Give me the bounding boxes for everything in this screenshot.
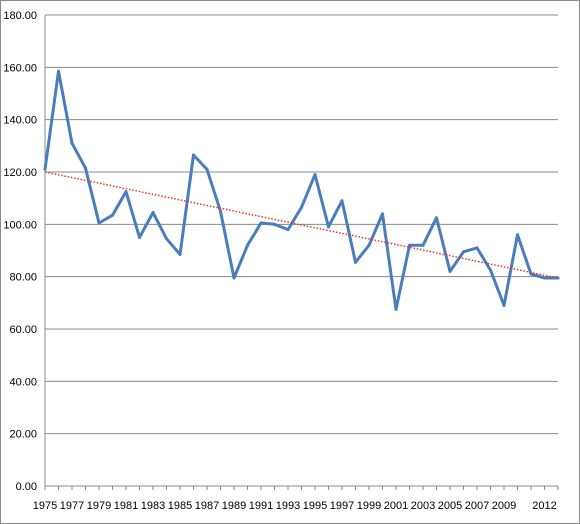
data-point bbox=[529, 272, 533, 276]
data-point bbox=[178, 252, 182, 256]
x-tick-label: 1997 bbox=[330, 500, 354, 512]
y-tick-label: 80.00 bbox=[9, 272, 37, 284]
data-point bbox=[435, 216, 438, 220]
data-point bbox=[57, 69, 60, 73]
data-point bbox=[475, 246, 479, 250]
x-tick-label: 2003 bbox=[411, 500, 435, 512]
trendline bbox=[44, 171, 559, 279]
data-point bbox=[84, 166, 87, 170]
x-tick-label: 1981 bbox=[114, 500, 138, 512]
data-point bbox=[165, 237, 168, 241]
data-point bbox=[300, 205, 303, 209]
data-point bbox=[232, 276, 236, 280]
x-tick-label: 1991 bbox=[249, 500, 273, 512]
series-line bbox=[43, 69, 560, 311]
x-tick-label: 1987 bbox=[195, 500, 219, 512]
x-tick-label: 1983 bbox=[141, 500, 165, 512]
data-point bbox=[516, 233, 519, 237]
x-tick-label: 1993 bbox=[276, 500, 300, 512]
data-point bbox=[205, 167, 209, 171]
data-point bbox=[448, 269, 452, 273]
data-point bbox=[367, 243, 371, 247]
data-point bbox=[219, 209, 222, 213]
data-point bbox=[502, 303, 506, 307]
y-tick-label: 20.00 bbox=[9, 429, 37, 441]
y-tick-label: 160.00 bbox=[3, 62, 37, 74]
data-point bbox=[543, 276, 546, 280]
y-tick-label: 100.00 bbox=[3, 219, 37, 231]
data-point bbox=[97, 221, 101, 225]
data-point bbox=[556, 276, 560, 280]
data-point bbox=[489, 268, 492, 272]
data-point bbox=[111, 213, 114, 217]
y-tick-label: 60.00 bbox=[9, 324, 37, 336]
x-tick-label: 1979 bbox=[87, 500, 111, 512]
data-point bbox=[354, 260, 357, 264]
data-point bbox=[70, 141, 74, 145]
x-tick-label: 2001 bbox=[384, 500, 408, 512]
data-point bbox=[313, 173, 317, 177]
data-point bbox=[124, 190, 128, 194]
y-tick-label: 0.00 bbox=[16, 481, 37, 493]
data-point bbox=[394, 307, 398, 311]
data-point bbox=[151, 211, 155, 215]
data-point bbox=[462, 250, 465, 254]
x-tick-label: 1975 bbox=[33, 500, 57, 512]
y-tick-label: 140.00 bbox=[3, 115, 37, 127]
data-point bbox=[259, 221, 263, 225]
x-tick-label: 1985 bbox=[168, 500, 192, 512]
data-point bbox=[286, 228, 290, 232]
data-point bbox=[408, 243, 411, 247]
data-point bbox=[246, 243, 249, 247]
x-tick-label: 2009 bbox=[492, 500, 516, 512]
data-point bbox=[192, 153, 195, 157]
data-point bbox=[421, 243, 425, 247]
y-tick-label: 40.00 bbox=[9, 376, 37, 388]
x-tick-label: 1977 bbox=[60, 500, 84, 512]
data-point bbox=[381, 212, 384, 216]
data-point bbox=[273, 222, 276, 226]
x-tick-label: 2012 bbox=[532, 500, 556, 512]
x-tick-label: 1999 bbox=[357, 500, 381, 512]
x-tick-label: 1995 bbox=[303, 500, 327, 512]
x-tick-label: 2007 bbox=[465, 500, 489, 512]
data-point bbox=[340, 199, 344, 203]
x-tick-label: 1989 bbox=[222, 500, 246, 512]
y-tick-label: 180.00 bbox=[3, 10, 37, 22]
data-point bbox=[138, 235, 141, 239]
y-tick-label: 120.00 bbox=[3, 167, 37, 179]
x-tick-label: 2005 bbox=[438, 500, 462, 512]
data-point bbox=[43, 167, 47, 171]
data-point bbox=[327, 225, 330, 229]
